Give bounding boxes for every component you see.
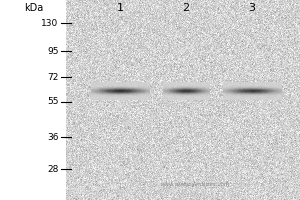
- Text: kDa: kDa: [24, 3, 43, 13]
- Text: 2: 2: [182, 3, 190, 13]
- Text: 95: 95: [47, 46, 58, 55]
- Text: 1: 1: [116, 3, 124, 13]
- Text: 3: 3: [248, 3, 256, 13]
- Bar: [0, 0, 66, 200]
- Text: 55: 55: [47, 98, 58, 106]
- Text: 36: 36: [47, 132, 58, 142]
- Text: 130: 130: [41, 19, 58, 27]
- Text: 28: 28: [47, 164, 58, 173]
- Text: www.alabioventures.com: www.alabioventures.com: [160, 182, 230, 186]
- Text: 72: 72: [47, 72, 58, 82]
